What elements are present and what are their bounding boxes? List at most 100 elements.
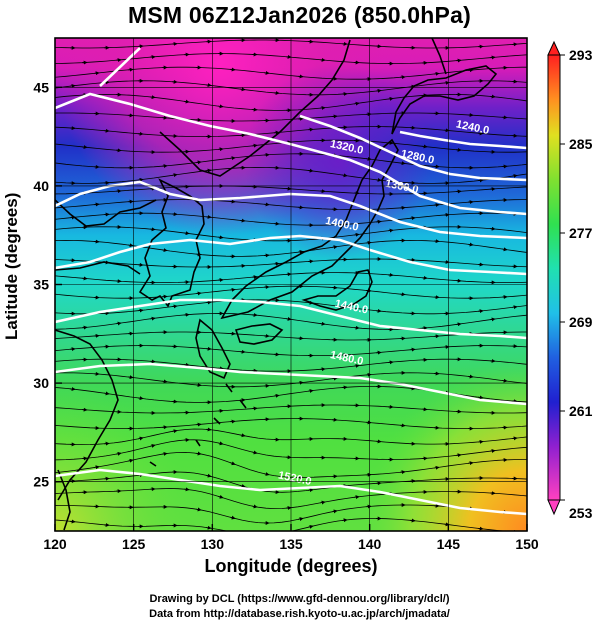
streamline-arrow — [239, 218, 246, 223]
streamline-arrow — [161, 379, 168, 384]
shikoku-coast — [234, 323, 284, 345]
streamline-arrow — [239, 433, 246, 438]
y-tick-label: 35 — [33, 277, 49, 293]
streamline-arrow — [251, 143, 258, 148]
streamline-arrow — [171, 429, 178, 434]
colorbar-tick-label: 293 — [569, 47, 593, 63]
streamline-arrow — [239, 483, 246, 488]
streamline-arrow — [171, 173, 178, 178]
taiwan-coast — [57, 469, 71, 531]
streamline-arrow — [331, 376, 338, 381]
x-tick-label: 120 — [43, 536, 67, 552]
streamline-arrow — [331, 509, 338, 514]
streamline-arrow — [205, 214, 212, 219]
streamline-arrow — [511, 436, 518, 441]
honshu-coast — [220, 138, 399, 320]
china-coast — [55, 199, 157, 501]
streamline-arrow — [263, 70, 270, 75]
y-tick-label: 45 — [33, 79, 49, 95]
streamline-arrow — [127, 458, 134, 463]
streamline-arrow — [69, 386, 76, 391]
x-tick-label: 140 — [358, 536, 382, 552]
streamline — [55, 258, 527, 268]
streamline-arrow — [205, 473, 212, 478]
streamline-arrow — [69, 519, 76, 524]
streamline-arrow — [195, 451, 202, 456]
x-tick-label: 150 — [515, 536, 539, 552]
height-contours — [55, 47, 527, 516]
colorbar-tick-label: 253 — [569, 505, 593, 521]
streamline-arrow — [489, 94, 496, 99]
streamline-arrow — [127, 375, 134, 380]
colorbar-tick-label: 277 — [569, 225, 593, 241]
streamline-arrow — [409, 216, 416, 221]
y-tick-label: 30 — [33, 375, 49, 391]
streamline-arrow — [375, 308, 382, 313]
streamline-arrow — [251, 504, 258, 509]
streamline-arrow — [285, 316, 292, 321]
streamline-arrow — [137, 436, 144, 441]
korea-coast — [138, 178, 205, 308]
streamline-arrow — [149, 316, 156, 321]
streamline-arrow — [421, 144, 428, 149]
sakhalin-coast — [431, 38, 447, 75]
streamline-arrow — [399, 470, 406, 475]
streamline-arrow — [467, 374, 474, 379]
streamline — [55, 299, 527, 315]
streamline-arrow — [205, 83, 212, 88]
streamline-arrow — [307, 488, 314, 493]
streamline-arrow — [307, 389, 314, 393]
streamline-arrow — [341, 173, 348, 178]
streamline-arrow — [511, 305, 518, 310]
streamline-arrow — [331, 245, 338, 250]
streamline-arrow — [319, 321, 326, 326]
colorbar-body — [547, 54, 561, 501]
streamline-arrow — [137, 396, 144, 401]
streamline-arrow — [137, 308, 144, 313]
streamline-arrow — [353, 232, 360, 237]
streamline — [55, 471, 527, 493]
streamline-arrow — [149, 95, 156, 100]
streamline-arrow — [195, 160, 202, 165]
streamline-arrow — [183, 487, 190, 492]
streamline-arrow — [229, 515, 236, 520]
streamline-arrow — [467, 461, 474, 466]
colorbar-tick-label: 269 — [569, 314, 593, 330]
streamline-arrow — [217, 104, 224, 109]
russia-coast — [159, 39, 351, 177]
streamline-arrow — [341, 518, 348, 523]
streamline-arrow — [501, 378, 508, 383]
streamline-arrow — [229, 461, 236, 466]
streamline-arrow — [205, 168, 212, 173]
streamline-arrow — [387, 228, 394, 233]
streamline-arrow — [195, 507, 202, 512]
x-tick-label: 135 — [279, 536, 303, 552]
streamline — [55, 345, 527, 356]
streamline-arrow — [115, 451, 122, 456]
streamline-arrow — [217, 494, 224, 499]
x-tick-label: 125 — [122, 536, 146, 552]
streamline-arrow — [81, 145, 88, 150]
streamline-arrow — [93, 71, 100, 76]
streamline-arrow — [319, 500, 326, 505]
streamline-arrow — [455, 322, 462, 327]
streamline-arrow — [489, 317, 496, 322]
streamline-arrow — [477, 309, 484, 314]
streamline-arrow — [93, 465, 100, 470]
streamline — [55, 212, 527, 226]
streamline-arrow — [365, 156, 372, 161]
streamline-arrow — [229, 156, 236, 161]
streamline-arrow — [489, 448, 496, 453]
streamline — [55, 166, 527, 184]
credit-line-2: Data from http://database.rish.kyoto-u.a… — [149, 608, 450, 620]
colorbar-top-arrow — [547, 40, 561, 56]
credits: Drawing by DCL (https://www.gfd-dennou.o… — [0, 592, 599, 622]
streamline-arrow — [307, 168, 314, 173]
coastlines — [55, 38, 498, 531]
colorbar-ticks: 253 261 269 277 285 293 — [560, 47, 593, 521]
streamline — [55, 39, 527, 49]
streamline — [55, 428, 527, 446]
colorbar-tick-label: 261 — [569, 403, 593, 419]
streamline-arrow — [205, 525, 212, 530]
